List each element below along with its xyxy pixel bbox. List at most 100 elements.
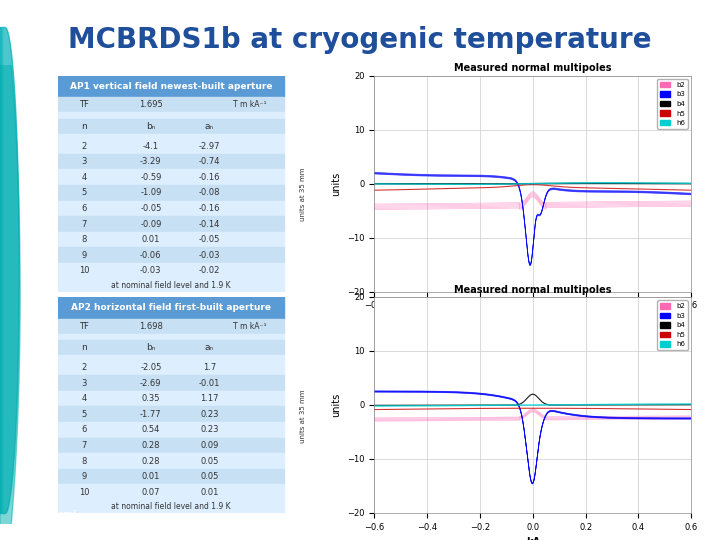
Text: TF: TF [79, 100, 89, 109]
Text: 3: 3 [81, 157, 87, 166]
Bar [58, 112, 284, 119]
Text: n: n [81, 343, 87, 352]
Y-axis label: units: units [332, 172, 341, 195]
Text: -0.05: -0.05 [140, 204, 161, 213]
Bar [58, 76, 284, 97]
Text: AP1 vertical field newest-built aperture: AP1 vertical field newest-built aperture [70, 82, 272, 91]
Text: -0.03: -0.03 [140, 266, 161, 275]
Text: 0.23: 0.23 [200, 426, 219, 434]
Bar [58, 319, 284, 334]
Text: -0.74: -0.74 [199, 157, 220, 166]
Bar [58, 469, 284, 484]
Text: 9: 9 [81, 472, 87, 481]
X-axis label: kA: kA [526, 537, 540, 540]
X-axis label: kA: kA [526, 316, 540, 326]
Text: 1.7: 1.7 [203, 363, 216, 372]
Text: -4.1: -4.1 [143, 141, 159, 151]
Text: -0.09: -0.09 [140, 220, 161, 228]
Title: Measured normal multipoles: Measured normal multipoles [454, 63, 611, 73]
Text: 0.01: 0.01 [200, 488, 219, 497]
Bar [58, 138, 284, 154]
Text: TF: TF [79, 322, 89, 330]
Text: 1.698: 1.698 [139, 322, 163, 330]
Text: 7: 7 [81, 441, 87, 450]
Bar [58, 263, 284, 279]
Text: T m kA⁻¹: T m kA⁻¹ [233, 100, 266, 109]
Text: -0.59: -0.59 [140, 173, 161, 182]
Text: -2.05: -2.05 [140, 363, 161, 372]
Text: 9: 9 [81, 251, 87, 260]
Text: at nominal field level and 1.9 K: at nominal field level and 1.9 K [111, 281, 230, 289]
Text: 2: 2 [81, 363, 87, 372]
Text: 0.05: 0.05 [200, 456, 219, 465]
Polygon shape [0, 0, 20, 540]
Text: 0.35: 0.35 [142, 394, 160, 403]
Text: 0.54: 0.54 [142, 426, 160, 434]
Text: -1.77: -1.77 [140, 410, 162, 418]
Bar [58, 279, 284, 292]
Text: units at 35 mm: units at 35 mm [300, 167, 306, 221]
Text: 4: 4 [81, 173, 87, 182]
Bar [58, 119, 284, 134]
Text: -0.01: -0.01 [199, 379, 220, 388]
Text: HL-LHC PROJECT: HL-LHC PROJECT [35, 525, 80, 531]
Bar [58, 97, 284, 112]
Text: 0.23: 0.23 [200, 410, 219, 418]
Text: 14: 14 [667, 522, 687, 536]
Bar [58, 334, 284, 340]
Text: 2: 2 [81, 141, 87, 151]
Text: -2.69: -2.69 [140, 379, 161, 388]
Text: HiLumi: HiLumi [38, 510, 77, 520]
Text: 3: 3 [81, 379, 87, 388]
Text: 0.28: 0.28 [142, 456, 160, 465]
Text: 0.28: 0.28 [142, 441, 160, 450]
Text: 0.01: 0.01 [142, 235, 160, 244]
Bar [58, 185, 284, 201]
Bar [58, 201, 284, 216]
Text: 6: 6 [81, 426, 87, 434]
Text: T m kA⁻¹: T m kA⁻¹ [233, 322, 266, 330]
Text: units at 35 mm: units at 35 mm [300, 389, 306, 443]
Text: -0.14: -0.14 [199, 220, 220, 228]
Bar [58, 437, 284, 453]
Bar [58, 232, 284, 247]
Y-axis label: units: units [332, 393, 341, 417]
Text: 0.07: 0.07 [142, 488, 160, 497]
Bar [58, 297, 284, 319]
Text: 5: 5 [81, 410, 87, 418]
Bar [58, 375, 284, 391]
Text: -1.09: -1.09 [140, 188, 161, 197]
Text: 1.695: 1.695 [139, 100, 163, 109]
Bar [58, 216, 284, 232]
Text: bₙ: bₙ [146, 343, 156, 352]
Text: -0.16: -0.16 [199, 204, 220, 213]
Text: 0.01: 0.01 [142, 472, 160, 481]
Bar [58, 407, 284, 422]
Bar [58, 134, 284, 138]
Text: -2.97: -2.97 [199, 141, 220, 151]
Text: 6: 6 [81, 204, 87, 213]
Text: AP2 horizontal field first-built aperture: AP2 horizontal field first-built apertur… [71, 303, 271, 312]
Text: -0.03: -0.03 [199, 251, 220, 260]
Bar [58, 422, 284, 437]
Text: -3.29: -3.29 [140, 157, 161, 166]
Text: at nominal field level and 1.9 K: at nominal field level and 1.9 K [111, 502, 230, 511]
Bar [58, 500, 284, 513]
Bar [58, 247, 284, 263]
Bar [58, 340, 284, 355]
Text: -0.16: -0.16 [199, 173, 220, 182]
Bar [58, 484, 284, 500]
Text: MCBRDS1b at cryogenic temperature: MCBRDS1b at cryogenic temperature [68, 26, 652, 55]
Text: n: n [81, 122, 87, 131]
Text: 10: 10 [79, 488, 89, 497]
Title: Measured normal multipoles: Measured normal multipoles [454, 285, 611, 295]
Text: 8: 8 [81, 456, 87, 465]
Text: 7: 7 [81, 220, 87, 228]
Text: 0.09: 0.09 [200, 441, 219, 450]
Legend: b2, b3, b4, h5, h6: b2, b3, b4, h5, h6 [657, 300, 688, 350]
Bar [58, 360, 284, 375]
Text: -0.05: -0.05 [199, 235, 220, 244]
Text: aₙ: aₙ [205, 122, 214, 131]
Text: -0.08: -0.08 [199, 188, 220, 197]
Text: aₙ: aₙ [205, 343, 214, 352]
